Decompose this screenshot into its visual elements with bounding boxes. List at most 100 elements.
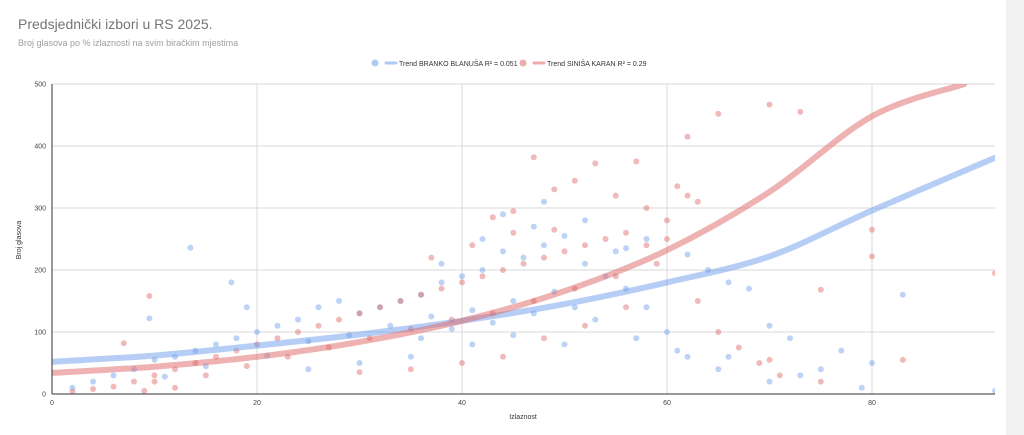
point-blanusa — [725, 279, 732, 286]
point-karan — [551, 186, 558, 193]
point-blanusa — [243, 304, 250, 311]
point-blanusa — [438, 279, 445, 286]
point-karan — [715, 329, 722, 335]
point-blanusa — [397, 298, 404, 304]
point-blanusa — [787, 335, 793, 342]
point-karan — [551, 226, 558, 233]
point-karan — [541, 254, 547, 261]
point-karan — [561, 248, 568, 255]
point-karan — [479, 273, 486, 280]
legend-item-karan[interactable]: Trend SINIŠA KARAN R² = 0.29 — [519, 59, 647, 68]
point-karan — [69, 388, 76, 394]
point-blanusa — [612, 248, 619, 255]
axes: 0 100 200 300 400 500 0 20 40 60 80 — [34, 82, 995, 407]
point-karan — [510, 208, 517, 215]
point-blanusa — [643, 304, 650, 311]
point-karan — [623, 304, 629, 311]
point-karan — [694, 198, 701, 205]
point-karan — [797, 108, 804, 115]
point-karan — [623, 229, 629, 236]
point-karan — [428, 254, 435, 261]
point-blanusa — [592, 316, 599, 323]
point-karan — [664, 236, 670, 242]
scrollbar-track[interactable] — [1006, 0, 1024, 435]
point-blanusa — [418, 335, 424, 342]
point-karan — [633, 158, 640, 165]
point-blanusa — [459, 273, 465, 280]
point-karan — [643, 242, 650, 249]
y-tick-label: 0 — [42, 392, 46, 399]
point-blanusa — [899, 291, 906, 298]
point-blanusa — [520, 254, 527, 261]
point-blanusa — [633, 335, 640, 342]
legend-item-blanusa[interactable]: Trend BRANKO BLANUŠA R² = 0.051 — [371, 59, 518, 68]
point-blanusa — [530, 223, 537, 230]
point-blanusa — [715, 366, 722, 373]
point-blanusa — [582, 217, 588, 224]
chart-title: Predsjednički izbori u RS 2025. — [18, 16, 213, 32]
point-karan — [459, 360, 465, 366]
x-tick-label: 0 — [50, 400, 54, 407]
point-blanusa — [664, 329, 670, 335]
point-blanusa — [110, 372, 117, 379]
point-blanusa — [858, 384, 865, 391]
point-blanusa — [797, 372, 804, 379]
point-karan — [356, 310, 363, 317]
x-axis-title: Izlaznost — [509, 414, 537, 421]
point-blanusa — [428, 313, 435, 320]
point-karan — [510, 229, 517, 236]
point-blanusa — [233, 335, 240, 342]
point-karan — [500, 267, 506, 273]
point-blanusa — [510, 298, 517, 304]
point-karan — [664, 217, 670, 224]
point-blanusa — [541, 198, 547, 205]
point-karan — [684, 133, 691, 140]
point-karan — [869, 226, 875, 233]
point-blanusa — [510, 332, 517, 339]
point-karan — [172, 384, 178, 391]
y-tick-label: 200 — [34, 268, 46, 275]
point-karan — [899, 356, 906, 363]
point-karan — [110, 383, 117, 390]
point-blanusa — [274, 322, 281, 329]
point-blanusa — [674, 347, 681, 354]
x-tick-label: 40 — [458, 400, 466, 407]
point-blanusa — [146, 315, 153, 322]
point-karan — [756, 360, 763, 366]
point-blanusa — [623, 245, 629, 252]
point-blanusa — [187, 244, 194, 251]
point-blanusa — [725, 353, 732, 360]
point-karan — [469, 242, 476, 249]
point-karan — [131, 378, 137, 385]
point-karan — [817, 378, 824, 385]
point-blanusa — [479, 267, 486, 273]
point-karan — [295, 329, 301, 335]
point-karan — [694, 298, 701, 304]
point-karan — [766, 356, 773, 363]
point-karan — [735, 344, 742, 351]
point-blanusa — [489, 319, 496, 326]
point-karan — [602, 236, 609, 242]
point-karan — [817, 286, 824, 293]
point-karan — [141, 387, 148, 394]
point-karan — [674, 183, 681, 190]
point-karan — [992, 270, 995, 277]
point-blanusa — [766, 322, 773, 329]
trendline-karan — [52, 84, 968, 376]
point-karan — [520, 260, 527, 267]
point-karan — [151, 378, 158, 385]
point-karan — [315, 322, 322, 329]
legend-label-blanusa: Trend BRANKO BLANUŠA R² = 0.051 — [399, 59, 518, 68]
point-karan — [356, 369, 363, 376]
chart-subtitle: Broj glasova po % izlaznosti na svim bir… — [18, 38, 239, 48]
point-blanusa — [305, 366, 312, 373]
point-karan — [571, 177, 578, 184]
point-karan — [592, 160, 599, 167]
point-blanusa — [377, 304, 383, 311]
legend-label-karan: Trend SINIŠA KARAN R² = 0.29 — [547, 59, 647, 68]
point-blanusa — [387, 322, 394, 329]
point-blanusa — [561, 232, 568, 239]
point-blanusa — [746, 285, 752, 292]
point-blanusa — [418, 291, 424, 298]
